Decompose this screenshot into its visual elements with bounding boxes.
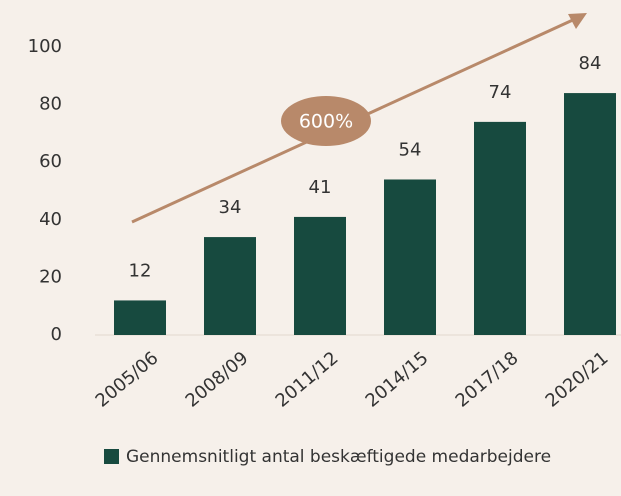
bar bbox=[474, 121, 526, 335]
legend-swatch bbox=[104, 449, 119, 464]
data-label: 54 bbox=[399, 139, 422, 160]
bar bbox=[294, 216, 346, 335]
y-tick-label: 20 bbox=[39, 266, 62, 287]
y-tick-label: 80 bbox=[39, 94, 62, 115]
annotation-text: 600% bbox=[299, 111, 353, 133]
bar bbox=[564, 93, 616, 335]
data-label: 34 bbox=[219, 197, 242, 218]
data-label: 41 bbox=[309, 177, 332, 198]
bar bbox=[204, 237, 256, 335]
data-label: 74 bbox=[489, 82, 512, 103]
bar bbox=[114, 300, 166, 335]
y-tick-label: 60 bbox=[39, 151, 62, 172]
y-tick-label: 0 bbox=[51, 324, 62, 345]
bar bbox=[384, 179, 436, 335]
legend-label: Gennemsnitligt antal beskæftigede medarb… bbox=[126, 447, 551, 467]
y-tick-label: 100 bbox=[28, 36, 62, 57]
data-label: 84 bbox=[579, 53, 602, 74]
arrow-head bbox=[568, 13, 587, 29]
data-label: 12 bbox=[129, 260, 152, 281]
y-tick-label: 40 bbox=[39, 209, 62, 230]
annotation-badge bbox=[281, 96, 371, 146]
